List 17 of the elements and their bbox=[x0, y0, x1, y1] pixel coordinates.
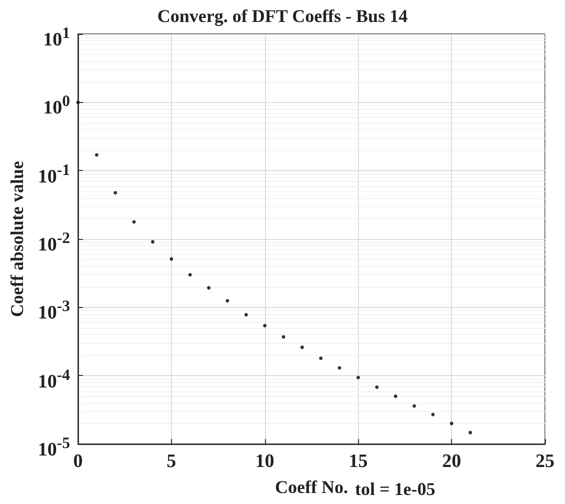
x-tick-label: 10 bbox=[255, 451, 274, 472]
x-tick-label: 5 bbox=[166, 451, 176, 472]
y-tick-label: 10$^{-1}$ bbox=[38, 160, 70, 189]
x-tick-label: 25 bbox=[536, 451, 554, 472]
y-tick-label: 10$^{-2}$ bbox=[38, 229, 70, 258]
x-tick-label: 20 bbox=[442, 451, 462, 472]
x-tick-label: 0 bbox=[73, 451, 83, 472]
y-tick-label: 10$^{0}$ bbox=[43, 92, 70, 121]
chart-title: Converg. of DFT Coeffs - Bus 14 bbox=[157, 6, 408, 26]
y-tick-label: 10$^{-5}$ bbox=[38, 434, 70, 462]
y-tick-label: 10$^{-4}$ bbox=[38, 366, 70, 394]
y-axis-title: Coeff absolute value bbox=[7, 161, 27, 317]
y-tick-label: 10$^{-3}$ bbox=[38, 297, 70, 326]
x-tick-label: 15 bbox=[348, 451, 368, 472]
text: tol = 1e-05 bbox=[355, 479, 436, 499]
y-tick-label: 10$^{1}$ bbox=[43, 24, 70, 52]
x-axis-title: Coeff No. bbox=[275, 477, 348, 497]
